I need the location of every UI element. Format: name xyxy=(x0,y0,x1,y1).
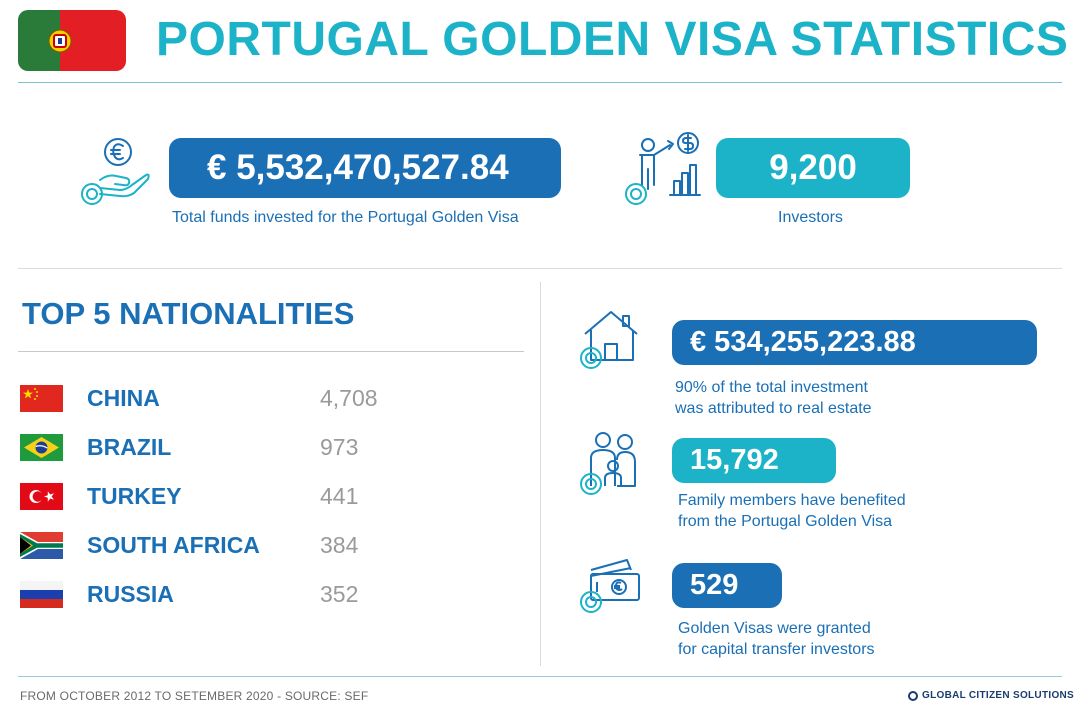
real-estate-caption-line2: was attributed to real estate xyxy=(675,400,872,417)
list-item: RUSSIA 352 xyxy=(20,579,420,609)
real-estate-caption: 90% of the total investment was attribut… xyxy=(675,377,872,419)
real-estate-caption-line1: 90% of the total investment xyxy=(675,379,868,396)
column-divider xyxy=(540,282,541,666)
page-title: PORTUGAL GOLDEN VISA STATISTICS xyxy=(156,13,1069,66)
nationalities-divider xyxy=(18,351,524,352)
footer-divider xyxy=(18,676,1062,677)
family-caption-line2: from the Portugal Golden Visa xyxy=(678,513,893,530)
banknotes-icon xyxy=(580,559,640,613)
funds-caption: Total funds invested for the Portugal Go… xyxy=(172,209,519,226)
family-caption-line1: Family members have benefited xyxy=(678,492,906,509)
capital-caption-line2: for capital transfer investors xyxy=(678,641,875,658)
section-divider xyxy=(18,268,1062,269)
portugal-coat-of-arms-icon xyxy=(48,29,72,53)
footer-source: FROM OCTOBER 2012 TO SETEMBER 2020 - SOU… xyxy=(20,689,369,703)
header-divider xyxy=(18,82,1062,83)
investor-growth-chart-icon xyxy=(625,132,701,205)
brand-logo-icon xyxy=(908,690,918,701)
nationalities-heading: TOP 5 NATIONALITIES xyxy=(22,296,355,331)
china-flag-icon xyxy=(20,385,63,412)
investors-value: 9,200 xyxy=(716,138,910,198)
investors-caption: Investors xyxy=(778,209,843,226)
capital-caption-line1: Golden Visas were granted xyxy=(678,620,871,637)
nationality-name: SOUTH AFRICA xyxy=(87,532,260,558)
list-item: CHINA 4,708 xyxy=(20,383,420,413)
list-item: BRAZIL 973 xyxy=(20,432,420,462)
nationality-count: 441 xyxy=(320,483,359,509)
funds-value: € 5,532,470,527.84 xyxy=(169,138,561,198)
real-estate-value: € 534,255,223.88 xyxy=(672,320,1037,365)
south-africa-flag-icon xyxy=(20,532,63,559)
brazil-flag-icon xyxy=(20,434,63,461)
family-caption: Family members have benefited from the P… xyxy=(678,490,906,532)
house-icon xyxy=(580,311,638,369)
nationality-name: CHINA xyxy=(87,385,160,411)
list-item: TURKEY 441 xyxy=(20,481,420,511)
russia-flag-icon xyxy=(20,581,63,608)
family-value: 15,792 xyxy=(672,438,836,483)
turkey-flag-icon xyxy=(20,483,63,510)
capital-transfer-caption: Golden Visas were granted for capital tr… xyxy=(678,618,875,660)
nationality-count: 973 xyxy=(320,434,359,460)
list-item: SOUTH AFRICA 384 xyxy=(20,530,420,560)
brand-name: GLOBAL CITIZEN SOLUTIONS xyxy=(922,690,1075,701)
footer-brand: GLOBAL CITIZEN SOLUTIONS xyxy=(908,690,1074,701)
hand-euro-coin-icon xyxy=(81,138,150,205)
nationality-count: 352 xyxy=(320,581,359,607)
nationality-name: RUSSIA xyxy=(87,581,174,607)
family-icon xyxy=(580,432,636,495)
portugal-flag-icon xyxy=(18,10,126,71)
capital-transfer-value: 529 xyxy=(672,563,782,608)
nationality-count: 384 xyxy=(320,532,359,558)
nationality-name: BRAZIL xyxy=(87,434,172,460)
nationality-name: TURKEY xyxy=(87,483,182,509)
nationality-count: 4,708 xyxy=(320,385,378,411)
